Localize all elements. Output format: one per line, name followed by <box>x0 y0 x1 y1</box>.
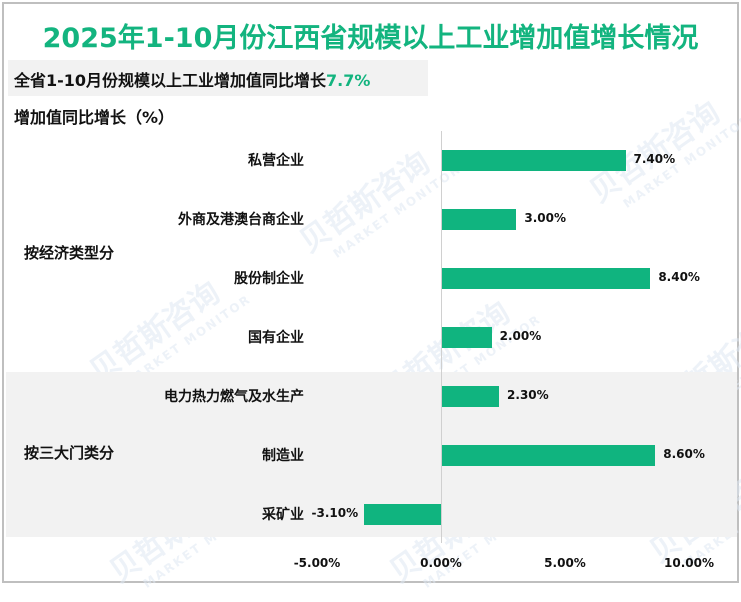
bar <box>442 327 492 348</box>
category-label: 私营企业 <box>248 153 304 169</box>
value-label: 8.40% <box>658 270 700 284</box>
group-label-economic-type: 按经济类型分 <box>24 244 115 262</box>
x-tick-label: 5.00% <box>544 556 586 570</box>
bar <box>364 504 441 525</box>
group-label-sector: 按三大门类分 <box>24 444 115 462</box>
x-tick-label: 10.00% <box>664 556 714 570</box>
y-axis-label: 增加值同比增长（%） <box>14 108 175 127</box>
value-label: -3.10% <box>311 506 359 520</box>
chart-title: 2025年1-10月份江西省规模以上工业增加值增长情况 <box>42 23 699 54</box>
value-label: 8.60% <box>663 447 705 461</box>
category-label: 股份制企业 <box>234 271 304 287</box>
x-tick-label: -5.00% <box>293 556 341 570</box>
value-label: 3.00% <box>524 211 567 225</box>
subtitle: 全省1-10月份规模以上工业增加值同比增长7.7% <box>14 67 370 91</box>
value-label: 7.40% <box>633 152 676 166</box>
bar <box>442 386 500 407</box>
category-label: 电力热力燃气及水生产 <box>164 389 304 405</box>
x-tick-label: 0.00% <box>420 556 462 570</box>
category-label: 外商及港澳台商企业 <box>178 212 304 228</box>
category-label: 国有企业 <box>248 330 304 346</box>
bar <box>442 445 656 466</box>
bar <box>442 268 651 289</box>
subtitle-box <box>8 60 428 96</box>
category-label: 采矿业 <box>262 507 304 523</box>
bar <box>442 209 517 230</box>
subtitle-highlight: 7.7% <box>326 71 371 90</box>
subtitle-text: 全省1-10月份规模以上工业增加值同比增长 <box>14 71 327 90</box>
bar <box>442 150 626 171</box>
value-label: 2.30% <box>507 388 549 402</box>
category-label: 制造业 <box>262 448 304 464</box>
zero-axis-line <box>441 131 442 543</box>
value-label: 2.00% <box>499 329 542 343</box>
